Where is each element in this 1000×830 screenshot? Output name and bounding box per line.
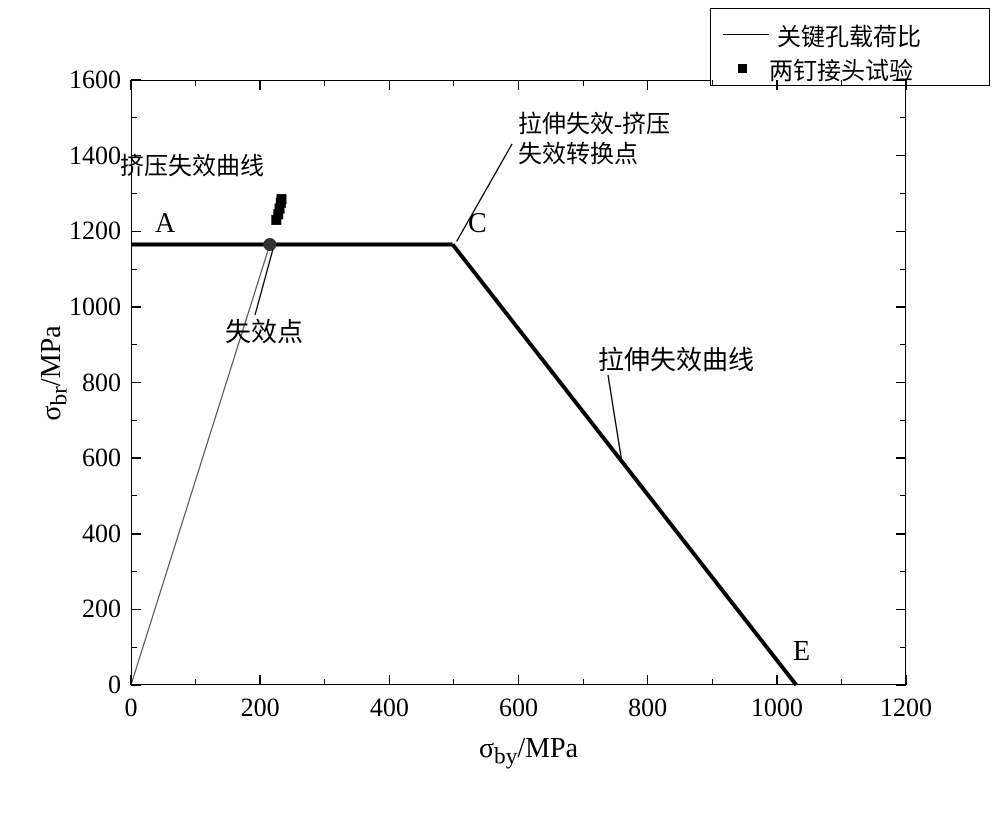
y-minor-tick [131,495,137,496]
y-tick-right [896,382,906,384]
y-tick [131,231,141,233]
legend-square-wrap [723,64,769,73]
y-tick-right [896,231,906,233]
x-tick-top [905,80,907,90]
load-ratio-line [131,244,270,685]
failure-point-marker [263,238,276,251]
x-tick [905,675,907,685]
x-minor-tick [195,679,196,685]
x-tick-label: 1000 [737,693,817,723]
x-minor-tick-top [841,80,842,86]
x-tick [389,675,391,685]
x-tick [776,675,778,685]
x-tick-top [647,80,649,90]
y-tick [131,609,141,611]
point-label-c: C [468,206,487,241]
y-minor-tick [131,420,137,421]
x-axis-label-unit: /MPa [517,733,578,764]
annotation-bearing: 挤压失效曲线 [120,152,264,182]
y-tick [131,684,141,686]
x-tick-label: 400 [349,693,429,723]
y-minor-tick-right [900,117,906,118]
legend-square-icon [738,64,747,73]
y-axis-label-sigma: σ [36,405,67,420]
x-minor-tick [324,679,325,685]
legend-entry-1: 两钉接头试验 [723,51,913,86]
point-label-a: A [155,206,175,241]
y-minor-tick-right [900,571,906,572]
x-minor-tick-top [453,80,454,86]
y-tick-label: 600 [41,443,121,473]
annotation-tensile: 拉伸失效曲线 [598,345,754,378]
x-tick [130,675,132,685]
x-tick-label: 0 [91,693,171,723]
y-minor-tick-right [900,269,906,270]
x-tick-top [518,80,520,90]
chart-root: 关键孔载荷比两钉接头试验 σby/MPa σbr/MPa 02004006008… [0,0,1000,830]
x-tick-label: 800 [608,693,688,723]
x-tick-label: 200 [220,693,300,723]
x-minor-tick-top [195,80,196,86]
y-tick [131,382,141,384]
x-tick-label: 600 [479,693,559,723]
experiment-point [276,194,286,204]
x-minor-tick-top [583,80,584,86]
y-tick-right [896,306,906,308]
y-tick-label: 200 [41,594,121,624]
y-tick [131,533,141,535]
x-minor-tick [583,679,584,685]
y-tick-label: 1000 [41,292,121,322]
y-minor-tick-right [900,344,906,345]
x-minor-tick [712,679,713,685]
x-tick-top [389,80,391,90]
legend-entry-0: 关键孔载荷比 [723,17,921,52]
y-minor-tick-right [900,193,906,194]
legend-label: 关键孔载荷比 [777,17,921,52]
x-minor-tick-top [712,80,713,86]
y-minor-tick-right [900,420,906,421]
x-tick-top [776,80,778,90]
x-tick [647,675,649,685]
y-tick-right [896,533,906,535]
y-minor-tick [131,571,137,572]
y-tick [131,457,141,459]
y-tick-label: 1600 [41,65,121,95]
point-label-e: E [793,634,810,669]
x-minor-tick [453,679,454,685]
y-tick-right [896,609,906,611]
y-minor-tick [131,193,137,194]
x-axis-label-sub: by [494,744,517,770]
y-tick-label: 800 [41,368,121,398]
y-minor-tick [131,647,137,648]
y-minor-tick [131,117,137,118]
x-minor-tick-top [324,80,325,86]
y-tick-right [896,457,906,459]
x-axis-label-sigma: σ [479,733,494,764]
y-minor-tick-right [900,647,906,648]
y-tick-label: 1400 [41,141,121,171]
y-minor-tick [131,269,137,270]
y-minor-tick-right [900,495,906,496]
y-tick [131,306,141,308]
x-axis-title: σby/MPa [449,733,609,771]
x-tick [518,675,520,685]
y-tick-label: 1200 [41,216,121,246]
y-tick-right [896,155,906,157]
x-tick-top [259,80,261,90]
x-tick-top [130,80,132,90]
legend-line-icon [723,34,769,36]
x-tick-label: 1200 [866,693,946,723]
x-minor-tick [841,679,842,685]
legend-box: 关键孔载荷比两钉接头试验 [710,8,990,86]
y-minor-tick [131,344,137,345]
y-tick [131,79,141,81]
tensile-failure-curve [453,244,797,685]
annotation-failpoint: 失效点 [225,317,303,350]
x-tick [259,675,261,685]
annotation-transition: 拉伸失效-挤压 失效转换点 [518,110,670,170]
y-tick-label: 400 [41,519,121,549]
